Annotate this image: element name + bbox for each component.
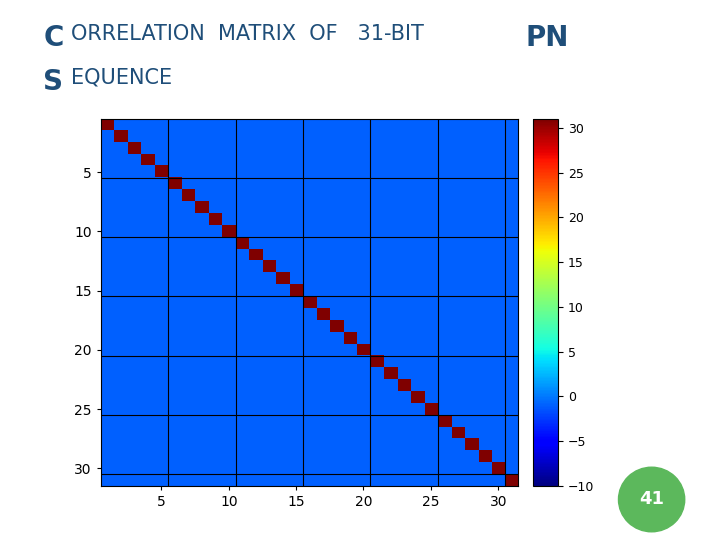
- Circle shape: [618, 467, 685, 532]
- Text: C: C: [43, 24, 63, 52]
- Text: PN: PN: [526, 24, 569, 52]
- Text: ORRELATION  MATRIX  OF   31-BIT: ORRELATION MATRIX OF 31-BIT: [71, 24, 423, 44]
- Text: 41: 41: [639, 490, 664, 509]
- Text: S: S: [43, 68, 63, 96]
- Text: EQUENCE: EQUENCE: [71, 68, 171, 87]
